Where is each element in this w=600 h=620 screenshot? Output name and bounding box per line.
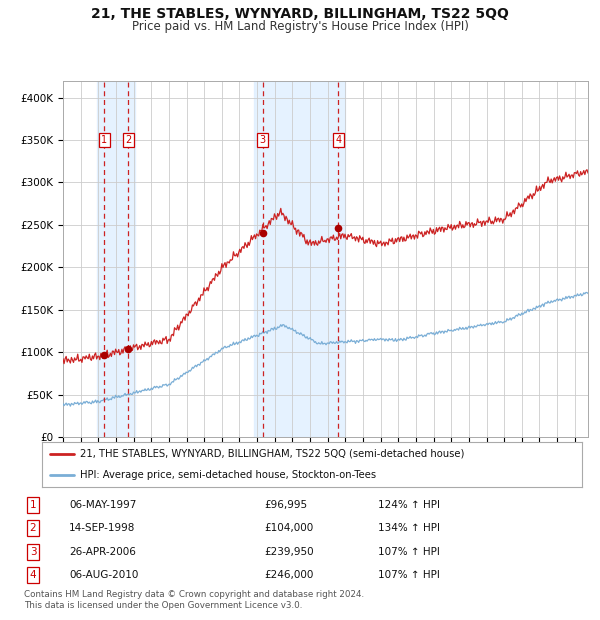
Text: £246,000: £246,000 [264,570,313,580]
Text: £96,995: £96,995 [264,500,307,510]
Text: 107% ↑ HPI: 107% ↑ HPI [378,547,440,557]
Text: £239,950: £239,950 [264,547,314,557]
Text: Contains HM Land Registry data © Crown copyright and database right 2024.
This d: Contains HM Land Registry data © Crown c… [24,590,364,609]
Text: HPI: Average price, semi-detached house, Stockton-on-Tees: HPI: Average price, semi-detached house,… [80,470,376,480]
Bar [254,81,346,437]
Text: 134% ↑ HPI: 134% ↑ HPI [378,523,440,533]
Text: 3: 3 [29,547,37,557]
Text: 21, THE STABLES, WYNYARD, BILLINGHAM, TS22 5QQ: 21, THE STABLES, WYNYARD, BILLINGHAM, TS… [91,7,509,22]
Text: 2: 2 [125,135,131,145]
Text: 1: 1 [29,500,37,510]
Text: 21, THE STABLES, WYNYARD, BILLINGHAM, TS22 5QQ (semi-detached house): 21, THE STABLES, WYNYARD, BILLINGHAM, TS… [80,449,464,459]
Text: 06-AUG-2010: 06-AUG-2010 [69,570,139,580]
Text: Price paid vs. HM Land Registry's House Price Index (HPI): Price paid vs. HM Land Registry's House … [131,20,469,33]
Text: 4: 4 [335,135,341,145]
Text: 4: 4 [29,570,37,580]
Text: 107% ↑ HPI: 107% ↑ HPI [378,570,440,580]
Text: 2: 2 [29,523,37,533]
Text: 1: 1 [101,135,107,145]
Text: 124% ↑ HPI: 124% ↑ HPI [378,500,440,510]
Text: 3: 3 [260,135,266,145]
Text: 26-APR-2006: 26-APR-2006 [69,547,136,557]
Text: £104,000: £104,000 [264,523,313,533]
Text: 06-MAY-1997: 06-MAY-1997 [69,500,136,510]
Bar [97,81,136,437]
Text: 14-SEP-1998: 14-SEP-1998 [69,523,136,533]
